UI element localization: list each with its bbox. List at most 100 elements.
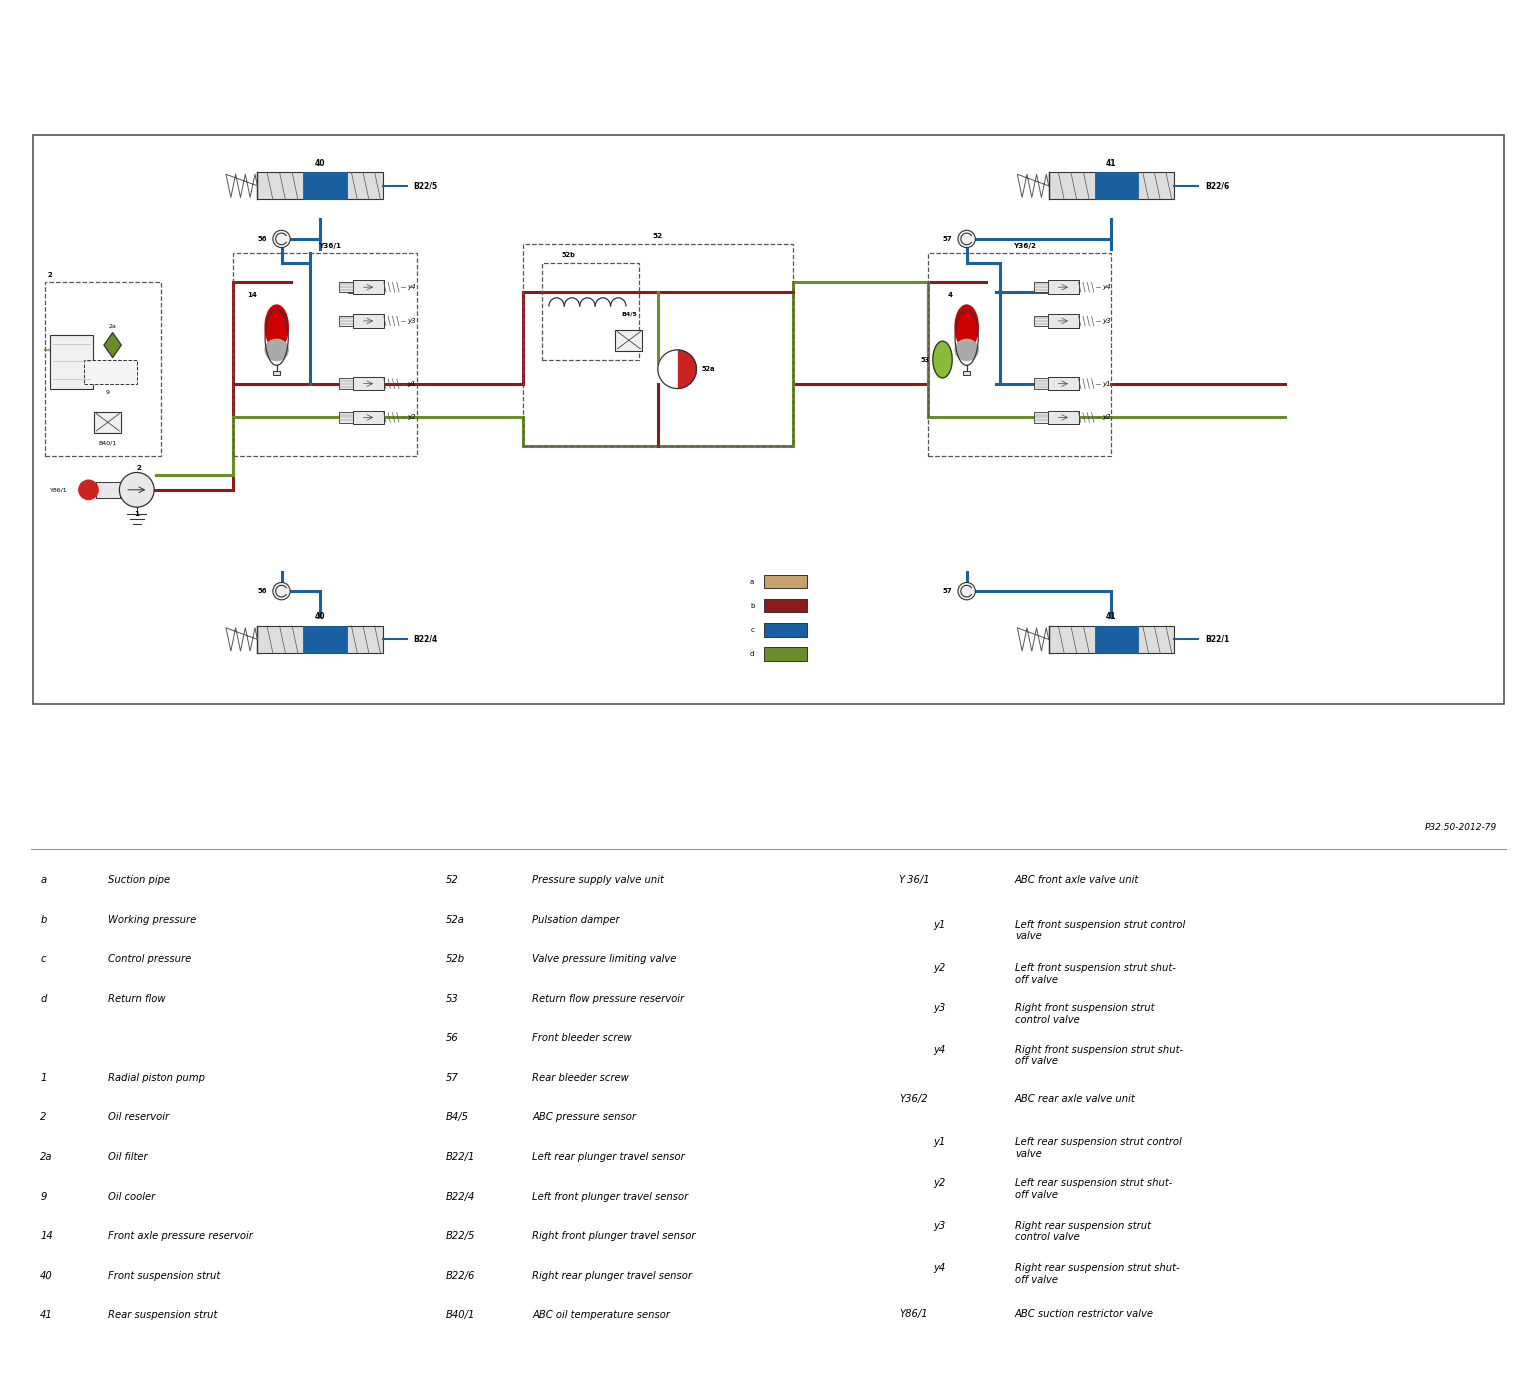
Text: 52a: 52a [701, 366, 715, 373]
Text: 14: 14 [40, 1231, 54, 1241]
Text: B40/1: B40/1 [445, 1310, 474, 1321]
Text: 41: 41 [1106, 159, 1117, 167]
Bar [44, 283, 161, 455]
Text: 2: 2 [136, 465, 141, 471]
Text: Rear bleeder screw: Rear bleeder screw [532, 1072, 629, 1083]
Text: 52b: 52b [445, 954, 465, 965]
Bar [233, 254, 416, 455]
Text: Right rear suspension strut
control valve: Right rear suspension strut control valv… [1014, 1221, 1151, 1242]
Ellipse shape [955, 339, 978, 360]
Bar [1034, 282, 1048, 293]
Text: Pulsation damper: Pulsation damper [532, 915, 620, 925]
Circle shape [119, 472, 155, 508]
Bar [523, 244, 793, 446]
Text: 41: 41 [40, 1310, 54, 1321]
Text: d: d [40, 994, 46, 1003]
Bar [542, 264, 638, 360]
Bar [340, 378, 353, 389]
Text: y2: y2 [407, 414, 416, 421]
Text: b: b [40, 915, 46, 925]
Bar [50, 335, 93, 389]
Bar [1048, 172, 1174, 199]
Text: B22/6: B22/6 [445, 1271, 474, 1281]
Text: Right front suspension strut shut-
off valve: Right front suspension strut shut- off v… [1014, 1045, 1183, 1067]
Text: ABC front axle valve unit: ABC front axle valve unit [1014, 875, 1140, 885]
Text: 9: 9 [106, 391, 110, 396]
Text: y3: y3 [933, 1003, 946, 1013]
Text: 2: 2 [47, 272, 52, 277]
Text: 52: 52 [653, 233, 662, 239]
Text: 56: 56 [445, 1034, 459, 1043]
Text: Suction pipe: Suction pipe [107, 875, 170, 885]
Bar [1048, 411, 1079, 424]
Bar [763, 647, 808, 661]
Bar [353, 411, 384, 424]
Bar [340, 282, 353, 293]
Text: 40: 40 [315, 159, 326, 167]
Text: Front suspension strut: Front suspension strut [107, 1271, 220, 1281]
Text: y2: y2 [933, 1179, 946, 1188]
Bar [1048, 280, 1079, 294]
Bar [763, 574, 808, 588]
Text: y1: y1 [933, 919, 946, 930]
Text: 2: 2 [40, 1112, 46, 1122]
Bar [1048, 627, 1174, 653]
Bar [1094, 627, 1138, 653]
Text: y2: y2 [933, 963, 946, 973]
Bar [353, 280, 384, 294]
Text: Radial piston pump: Radial piston pump [107, 1072, 205, 1083]
Bar [353, 315, 384, 327]
Ellipse shape [265, 305, 288, 349]
Text: Y36/1: Y36/1 [318, 243, 341, 248]
Text: 57: 57 [942, 236, 952, 241]
Ellipse shape [265, 339, 288, 360]
Text: Valve pressure limiting valve: Valve pressure limiting valve [532, 954, 676, 965]
Polygon shape [104, 333, 121, 357]
Bar [353, 377, 384, 391]
Text: y1: y1 [1102, 381, 1111, 386]
Bar [84, 360, 136, 384]
Circle shape [958, 582, 975, 600]
Text: ABC suction restrictor valve: ABC suction restrictor valve [1014, 1310, 1154, 1319]
Text: Oil reservoir: Oil reservoir [107, 1112, 168, 1122]
Text: y3: y3 [933, 1221, 946, 1231]
Text: y4: y4 [933, 1045, 946, 1054]
Text: y4: y4 [1102, 284, 1111, 290]
Text: 4: 4 [947, 293, 952, 298]
Bar [257, 172, 382, 199]
Text: B22/5: B22/5 [445, 1231, 474, 1241]
Text: 1: 1 [135, 511, 139, 518]
Bar [274, 371, 280, 375]
Circle shape [958, 230, 975, 247]
Text: 1: 1 [40, 1072, 46, 1083]
Bar [1034, 413, 1048, 422]
Bar [763, 599, 808, 613]
Text: Return flow: Return flow [107, 994, 165, 1003]
Text: B22/1: B22/1 [1206, 635, 1229, 644]
Text: B40/1: B40/1 [99, 440, 116, 446]
Bar [95, 411, 121, 433]
Text: y1: y1 [933, 1137, 946, 1147]
Bar [1094, 172, 1138, 199]
Text: 56: 56 [257, 236, 268, 241]
Text: Right front plunger travel sensor: Right front plunger travel sensor [532, 1231, 696, 1241]
Text: Oil cooler: Oil cooler [107, 1191, 155, 1202]
Text: Front bleeder screw: Front bleeder screw [532, 1034, 632, 1043]
Text: Rear suspension strut: Rear suspension strut [107, 1310, 217, 1321]
Bar [340, 316, 353, 326]
Text: 53: 53 [445, 994, 459, 1003]
Text: B4/5: B4/5 [621, 310, 636, 316]
Text: Left front suspension strut control
valve: Left front suspension strut control valv… [1014, 919, 1186, 941]
Text: Right rear suspension strut shut-
off valve: Right rear suspension strut shut- off va… [1014, 1263, 1180, 1285]
Text: 52b: 52b [562, 253, 575, 258]
Text: P32.50-2012-79: P32.50-2012-79 [1424, 822, 1498, 832]
Wedge shape [678, 351, 696, 389]
Text: ABC pressure sensor: ABC pressure sensor [532, 1112, 636, 1122]
Bar [1048, 315, 1079, 327]
Text: B22/5: B22/5 [413, 181, 438, 190]
Circle shape [272, 230, 291, 247]
Text: a: a [750, 578, 754, 585]
Circle shape [80, 480, 98, 500]
Bar [303, 172, 347, 199]
Text: 53: 53 [921, 356, 930, 363]
